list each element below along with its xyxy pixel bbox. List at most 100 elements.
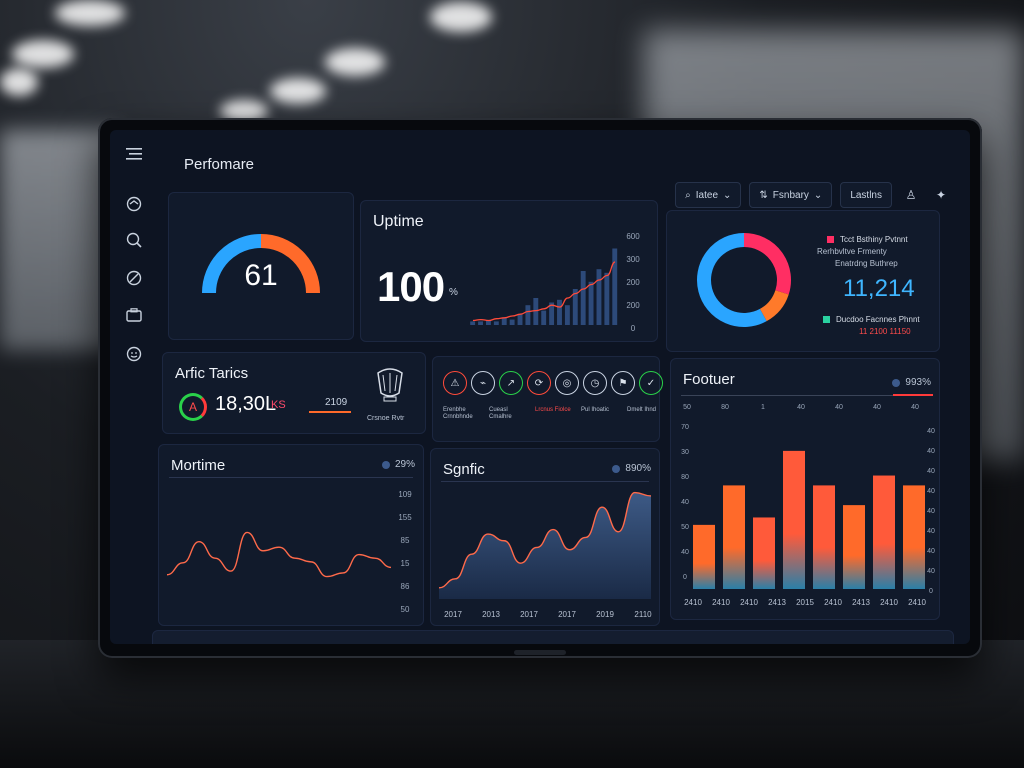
footuer-bar: [783, 450, 805, 589]
settings-icon[interactable]: ✦: [935, 188, 947, 202]
sgnfic-x-label: 2017: [558, 610, 576, 619]
menu-icon[interactable]: [124, 144, 144, 164]
footuer-right-tick: 40: [927, 428, 935, 435]
legend-swatch: [827, 236, 834, 243]
uptime-tick-label: 200: [626, 278, 640, 287]
legend-swatch: [823, 316, 830, 323]
uptime-bar: [564, 305, 570, 325]
filter-dropdown[interactable]: ⇅ Fsnbary ⌄: [749, 182, 833, 208]
sync-icon[interactable]: ⟳: [527, 371, 551, 395]
icon-label: Dmelt Ihnd: [627, 407, 657, 413]
donut-legend-value: 11 2100 11150: [859, 327, 911, 336]
footuer-divider: [681, 395, 931, 396]
user-icon[interactable]: ♙: [905, 188, 917, 202]
chevron-down-icon: ⌄: [723, 189, 732, 201]
home-icon[interactable]: [124, 194, 144, 214]
footuer-x-label: 2413: [852, 598, 870, 607]
footuer-tick-label: 40: [681, 499, 689, 506]
briefcase-icon[interactable]: [124, 305, 144, 325]
alert-icon[interactable]: ⚠: [443, 371, 467, 395]
user-icon[interactable]: [124, 344, 144, 364]
footuer-right-tick: 40: [927, 468, 935, 475]
footuer-right-tick: 0: [929, 588, 933, 595]
donut-legend-item: Ducdoo Facnnes Phnnt: [823, 315, 920, 324]
monitor-stand-notch: [514, 650, 566, 655]
footuer-top-tick: 1: [761, 404, 765, 411]
donut-value: 11,214: [843, 275, 915, 302]
footuer-badge-value: 993%: [905, 377, 931, 388]
check-icon[interactable]: ✓: [639, 371, 663, 395]
clock-icon[interactable]: ◷: [583, 371, 607, 395]
mortime-tick-label: 50: [401, 605, 410, 614]
trophy-caption: Crsnoe Rvtr: [367, 415, 405, 422]
compass-icon[interactable]: [124, 268, 144, 288]
traffic-letter: A: [188, 400, 197, 414]
monitor: Perfomare ⌕ Iatee ⌄ ⇅ Fsnbary ⌄ Lastlns …: [98, 118, 982, 658]
footuer-x-label: 2410: [908, 598, 926, 607]
footuer-top-tick: 40: [835, 404, 843, 411]
sgnfic-badge-value: 890%: [625, 463, 651, 474]
mortime-badge: 29%: [381, 459, 415, 470]
donut-chart: [697, 233, 791, 327]
traffic-value: 18,30L: [215, 393, 277, 415]
icons-card: ⚠ ⌁ ↗ ⟳ ◎ ◷ ⚑ ✓ Erenbhe Crnnbhnde Cueasl Cmalhre…: [432, 356, 680, 442]
tab-button[interactable]: Lastlns: [840, 182, 892, 208]
trophy-icon: [373, 367, 407, 405]
footuer-x-label: 2413: [768, 598, 786, 607]
footuer-bar: [693, 524, 715, 589]
uptime-bar: [509, 319, 515, 325]
icon-label: Lrcnus Fiolce: [535, 407, 571, 413]
footuer-right-tick: 40: [927, 528, 935, 535]
footuer-tick-label: 80: [681, 474, 689, 481]
sgnfic-divider: [441, 481, 649, 482]
donut-legend-item: Tcct Bsthiny Pvtnnt: [827, 235, 908, 244]
uptime-bar: [517, 314, 523, 325]
flag-icon[interactable]: ⚑: [611, 371, 635, 395]
uptime-bar: [493, 321, 499, 325]
footuer-tick-label: 70: [681, 424, 689, 431]
mortime-chart: 109 155 85 15 86 50: [166, 490, 412, 614]
footuer-tick-label: 50: [681, 524, 689, 531]
footuer-x-label: 2015: [796, 598, 814, 607]
search-icon[interactable]: [124, 230, 144, 250]
sgnfic-x-label: 2013: [482, 610, 500, 619]
icon-label: Pul Ihoatic: [581, 407, 610, 413]
uptime-bar: [604, 272, 610, 325]
mortime-tick-label: 155: [398, 513, 412, 522]
share-icon[interactable]: ↗: [499, 371, 523, 395]
uptime-unit: %: [449, 287, 458, 298]
uptime-tick-label: 600: [626, 232, 640, 241]
gauge-chart: 61: [202, 234, 320, 294]
target-icon[interactable]: ◎: [555, 371, 579, 395]
uptime-line: [472, 261, 616, 322]
donut-slice: [743, 233, 791, 295]
sgnfic-x-label: 2110: [634, 610, 652, 619]
uptime-bar: [541, 310, 547, 325]
footuer-top-tick: 40: [797, 404, 805, 411]
donut-slice: [697, 233, 767, 327]
sgnfic-badge: 890%: [612, 463, 651, 474]
footuer-right-tick: 40: [927, 568, 935, 575]
footuer-badge: 993%: [892, 377, 931, 388]
donut-slice: [759, 289, 789, 322]
traffic-title: Arfic Tarics: [175, 365, 249, 382]
donut-legend-text: Rerhbvltve Frmenty: [817, 247, 887, 256]
uptime-bar: [478, 321, 483, 325]
sgnfic-title: Sgnfic: [443, 461, 485, 478]
search-dropdown[interactable]: ⌕ Iatee ⌄: [675, 182, 742, 208]
tab-button-label: Lastlns: [850, 189, 882, 201]
uptime-bar: [588, 281, 594, 325]
gauge-card: 61: [168, 192, 354, 340]
traffic-sub: 2109: [325, 397, 348, 408]
footuer-title: Footuer: [683, 371, 735, 388]
uptime-value: 100: [377, 263, 445, 310]
chart-icon[interactable]: ⌁: [471, 371, 495, 395]
footuer-bar: [723, 485, 745, 589]
footuer-bar: [903, 485, 925, 589]
bottom-panel: [152, 630, 954, 644]
sgnfic-card: Sgnfic 890% 2017 2013 2017 2017 2019 2110: [430, 448, 660, 626]
footuer-x-label: 2410: [880, 598, 898, 607]
mortime-tick-label: 86: [401, 582, 410, 591]
sgnfic-x-label: 2017: [444, 610, 462, 619]
mortime-divider: [169, 477, 413, 478]
